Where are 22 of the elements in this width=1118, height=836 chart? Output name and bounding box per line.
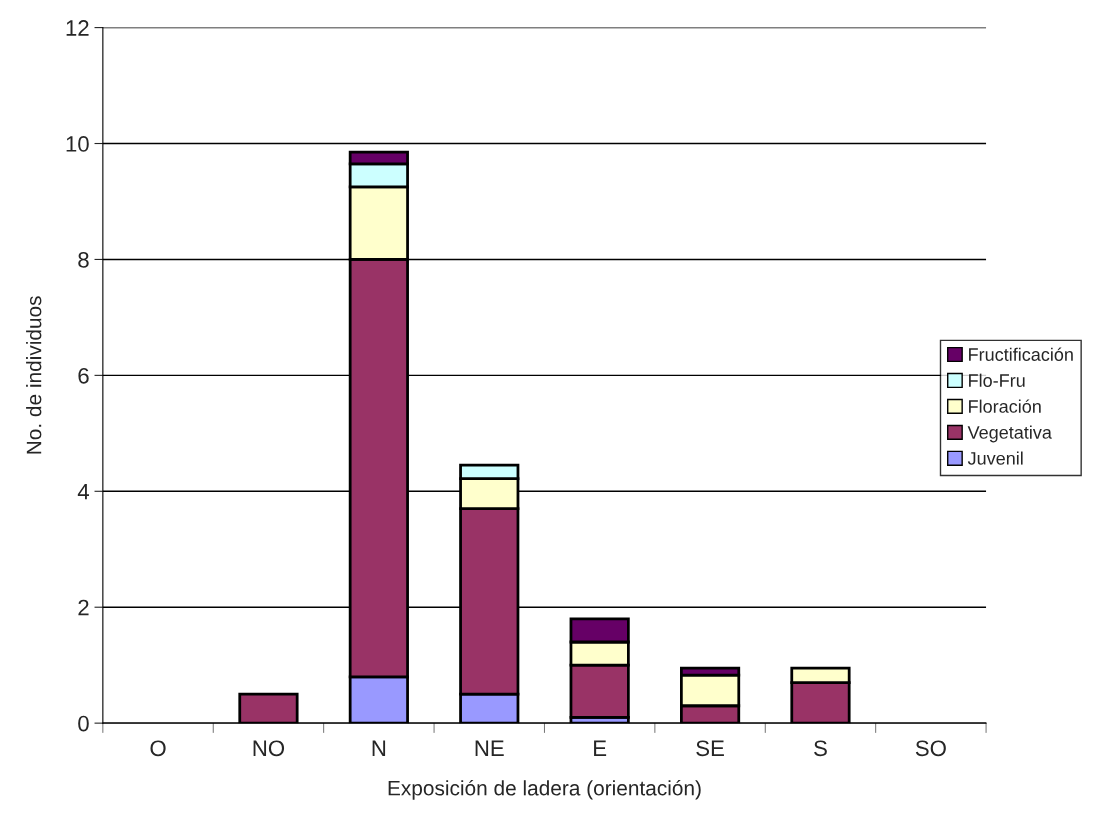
legend-label: Flo-Fru [969,373,1025,387]
x-tick-label: SO [915,740,946,757]
y-tick-label: 12 [66,20,89,36]
legend-label: Vegetativa [967,425,1052,443]
x-tick-label: NE [475,740,504,756]
y-tick-label: 6 [78,367,89,384]
y-tick-label: 10 [66,136,89,152]
y-tick-label: 8 [78,251,89,268]
x-tick-label: SE [696,740,724,757]
y-tick-label: 2 [78,599,89,616]
x-tick-label: O [150,740,166,757]
y-tick-label: 4 [77,484,90,500]
x-tick-label: S [814,740,827,757]
y-axis-title: No. de individuos [26,296,42,454]
x-tick-label: E [594,740,607,756]
legend-label: Fructificación [969,347,1073,361]
legend-label: Floración [969,399,1041,413]
x-tick-label: N [372,740,386,756]
y-tick-label: 0 [78,715,89,732]
x-tick-label: NO [253,740,285,757]
x-axis-title: Exposición de ladera (orientación) [388,779,701,800]
legend-label: Juvenil [967,451,1023,465]
